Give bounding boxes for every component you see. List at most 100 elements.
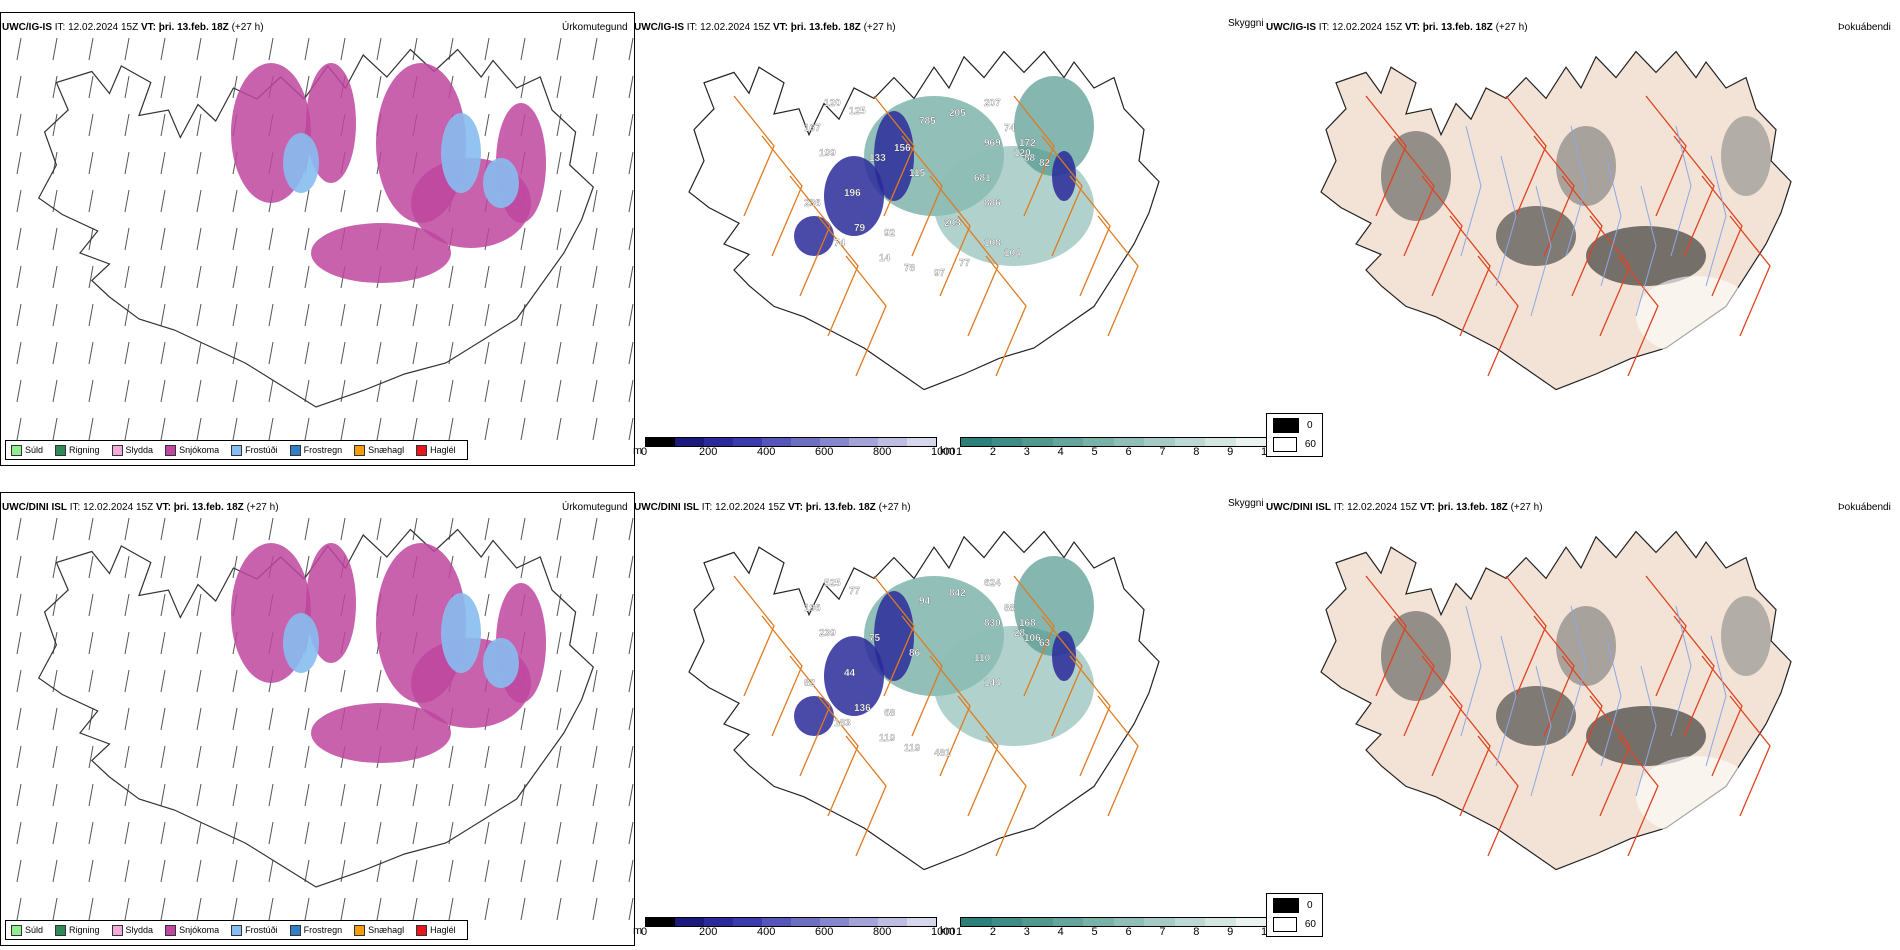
- wind-barb: [304, 745, 310, 769]
- wind-barb: [160, 517, 166, 541]
- wind-barb: [16, 669, 22, 693]
- legend-swatch: [111, 444, 123, 456]
- wind-barb: [340, 517, 346, 541]
- panel-title-cloud-bottom: Skyggni: [1228, 498, 1264, 509]
- wind-barb: [520, 555, 526, 579]
- wind-barb: [304, 669, 310, 693]
- wind-barb: [268, 227, 274, 251]
- wind-barb: [160, 859, 166, 883]
- wind-barb: [88, 379, 94, 403]
- wind-barb: [376, 341, 382, 365]
- wind-barb: [52, 417, 58, 441]
- wind-barb: [196, 417, 202, 441]
- wind-barb: [592, 783, 598, 807]
- wind-barb: [160, 151, 166, 175]
- wind-barb: [556, 37, 562, 61]
- wind-barb: [52, 593, 58, 617]
- legend-label: Rigning: [69, 925, 100, 935]
- wind-barb: [160, 265, 166, 289]
- colorbar-segment: [849, 438, 878, 446]
- snow-area: [306, 543, 356, 663]
- wind-barb: [160, 417, 166, 441]
- legend-swatch: [11, 444, 22, 456]
- river: [1705, 635, 1727, 767]
- wind-barb: [196, 631, 202, 655]
- cloud-base-label: 886: [984, 198, 1001, 209]
- road: [1365, 575, 1407, 697]
- vis-km-unit-top: km: [940, 445, 955, 457]
- fog-index-area: [1636, 276, 1756, 356]
- colorbar-segment: [1113, 438, 1144, 446]
- legend-label: Frostúði: [245, 445, 278, 455]
- colorbar-segment: [1052, 438, 1083, 446]
- wind-barb: [268, 707, 274, 731]
- colorbar-segment: [961, 438, 992, 446]
- fog-legend-item: 0: [1273, 898, 1316, 913]
- legend-label: Haglél: [430, 925, 456, 935]
- wind-barb: [88, 151, 94, 175]
- fog-index-area: [1381, 611, 1451, 701]
- wind-barb: [520, 417, 526, 441]
- wind-barb: [88, 113, 94, 137]
- iceland-outline: [37, 48, 594, 408]
- cloud-base-label: 842: [949, 588, 966, 599]
- wind-barb: [88, 897, 94, 921]
- wind-barb: [340, 189, 346, 213]
- wind-barb: [592, 669, 598, 693]
- wind-barb: [592, 517, 598, 541]
- wind-barb: [16, 707, 22, 731]
- river-network: [1460, 605, 1727, 797]
- wind-barb: [448, 379, 454, 403]
- wind-barb: [16, 593, 22, 617]
- wind-barb: [520, 265, 526, 289]
- road: [1477, 255, 1519, 377]
- legend-label: Frostregn: [303, 925, 343, 935]
- colorbar-tick: 400: [757, 446, 776, 458]
- colorbar-tick: 4: [1057, 926, 1064, 938]
- road: [1069, 655, 1111, 777]
- legend-label: 0: [1307, 420, 1313, 431]
- wind-barb: [484, 341, 490, 365]
- wind-barb: [340, 859, 346, 883]
- wind-barb: [520, 341, 526, 365]
- colorbar-segment: [1144, 438, 1175, 446]
- road: [901, 615, 943, 737]
- wind-barb: [520, 227, 526, 251]
- road: [1013, 575, 1055, 697]
- wind-barb: [268, 897, 274, 921]
- wind-barb: [52, 341, 58, 365]
- wind-barb: [412, 303, 418, 327]
- wind-barb: [124, 745, 130, 769]
- precip-legend: Súld Rigning Slydda Snjókoma Frostúði Frostre…: [5, 920, 468, 940]
- colorbar-segment: [1174, 918, 1205, 926]
- wind-barb: [628, 303, 634, 327]
- very-low-visibility-area: [794, 216, 834, 256]
- wind-barb: [556, 707, 562, 731]
- wind-barb: [196, 897, 202, 921]
- colorbar-tick: 600: [815, 446, 834, 458]
- wind-barb: [268, 417, 274, 441]
- wind-barb: [304, 517, 310, 541]
- road: [1561, 175, 1603, 297]
- wind-barb: [304, 707, 310, 731]
- wind-barb: [124, 189, 130, 213]
- road: [957, 215, 999, 337]
- wind-barb: [124, 37, 130, 61]
- legend-label: Frostregn: [303, 445, 343, 455]
- fog-index-area: [1496, 686, 1576, 746]
- legend-swatch: [1273, 418, 1299, 433]
- wind-barb: [592, 379, 598, 403]
- road: [1673, 615, 1715, 737]
- road: [1449, 695, 1491, 817]
- wind-barb: [556, 227, 562, 251]
- road-network: [1365, 575, 1771, 857]
- wind-barb: [520, 745, 526, 769]
- river-network: [1460, 125, 1727, 317]
- wind-barb: [484, 783, 490, 807]
- wind-barb: [556, 745, 562, 769]
- wind-barb: [592, 113, 598, 137]
- legend-swatch: [354, 444, 366, 456]
- precip-map-bottom: [16, 517, 634, 921]
- wind-barb: [232, 341, 238, 365]
